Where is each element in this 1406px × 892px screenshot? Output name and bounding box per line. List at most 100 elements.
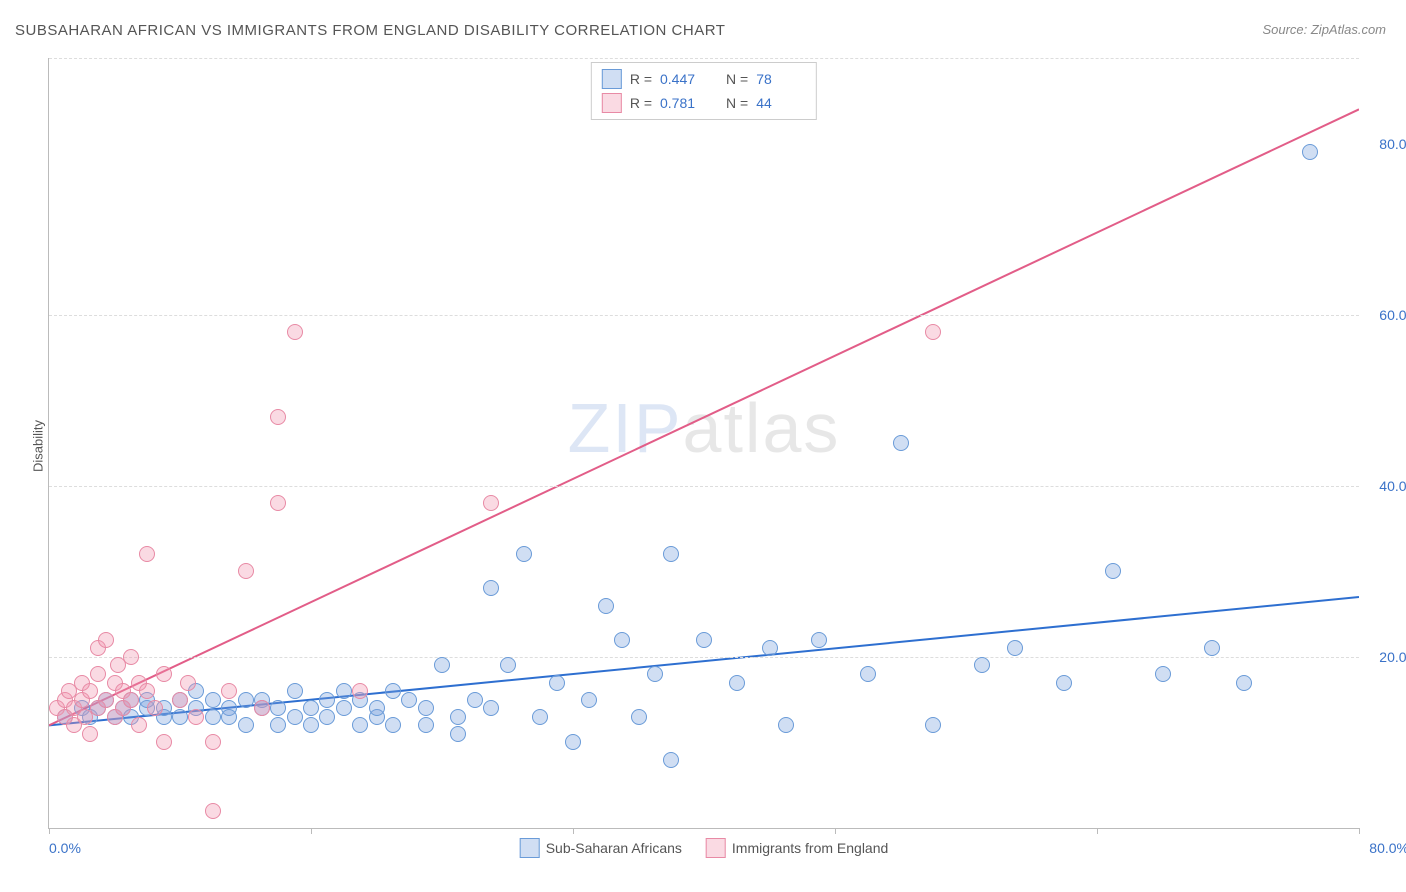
scatter-point [82,726,98,742]
scatter-point [1007,640,1023,656]
scatter-point [418,700,434,716]
scatter-point [647,666,663,682]
legend-n-value: 44 [756,95,806,111]
scatter-point [156,734,172,750]
x-axis-max-label: 80.0% [1369,840,1406,856]
scatter-point [336,700,352,716]
scatter-point [336,683,352,699]
scatter-point [369,700,385,716]
scatter-point [811,632,827,648]
scatter-point [254,700,270,716]
gridline [49,486,1359,487]
x-tick [311,828,312,834]
scatter-point [450,726,466,742]
scatter-point [893,435,909,451]
scatter-point [188,709,204,725]
scatter-point [238,692,254,708]
y-tick-label: 20.0% [1379,649,1406,665]
scatter-point [98,632,114,648]
legend-series: Sub-Saharan Africans Immigrants from Engl… [520,838,889,858]
gridline [49,315,1359,316]
scatter-point [123,692,139,708]
legend-swatch [602,93,622,113]
scatter-point [270,495,286,511]
scatter-point [581,692,597,708]
x-axis-min-label: 0.0% [49,840,81,856]
scatter-point [516,546,532,562]
y-tick-label: 60.0% [1379,307,1406,323]
watermark-atlas: atlas [683,389,841,467]
legend-r-value: 0.781 [660,95,710,111]
scatter-point [147,700,163,716]
scatter-point [778,717,794,733]
scatter-point [270,409,286,425]
scatter-point [238,717,254,733]
scatter-point [139,546,155,562]
scatter-point [98,692,114,708]
scatter-point [1105,563,1121,579]
scatter-point [467,692,483,708]
scatter-point [287,683,303,699]
legend-n-label: N = [726,71,748,87]
scatter-point [663,546,679,562]
scatter-point [303,717,319,733]
scatter-point [483,700,499,716]
scatter-point [90,666,106,682]
scatter-point [663,752,679,768]
scatter-point [598,598,614,614]
scatter-point [1155,666,1171,682]
scatter-point [205,692,221,708]
scatter-point [172,709,188,725]
legend-correlation: R = 0.447N = 78R = 0.781N = 44 [591,62,817,120]
scatter-point [352,717,368,733]
scatter-point [205,709,221,725]
scatter-point [565,734,581,750]
scatter-point [270,700,286,716]
scatter-point [123,649,139,665]
scatter-point [450,709,466,725]
scatter-point [860,666,876,682]
watermark: ZIPatlas [568,388,841,468]
source-label: Source: ZipAtlas.com [1262,22,1386,37]
scatter-point [549,675,565,691]
scatter-point [221,709,237,725]
legend-swatch [602,69,622,89]
scatter-point [1302,144,1318,160]
legend-item: Sub-Saharan Africans [520,838,682,858]
chart-container: SUBSAHARAN AFRICAN VS IMMIGRANTS FROM EN… [0,0,1406,892]
legend-r-label: R = [630,71,652,87]
scatter-point [303,700,319,716]
scatter-point [1236,675,1252,691]
scatter-point [172,692,188,708]
scatter-point [483,495,499,511]
legend-row: R = 0.781N = 44 [602,91,806,115]
scatter-point [82,683,98,699]
x-tick [835,828,836,834]
trend-lines [49,58,1359,828]
x-tick [1097,828,1098,834]
scatter-point [385,717,401,733]
legend-label: Sub-Saharan Africans [546,840,682,856]
legend-label: Immigrants from England [732,840,888,856]
scatter-point [352,683,368,699]
scatter-point [270,717,286,733]
chart-title: SUBSAHARAN AFRICAN VS IMMIGRANTS FROM EN… [15,22,725,39]
scatter-point [319,709,335,725]
scatter-point [631,709,647,725]
watermark-zip: ZIP [568,389,683,467]
scatter-point [205,734,221,750]
scatter-point [500,657,516,673]
scatter-point [1204,640,1220,656]
scatter-point [925,324,941,340]
scatter-point [483,580,499,596]
scatter-point [1056,675,1072,691]
scatter-point [319,692,335,708]
legend-r-label: R = [630,95,652,111]
y-axis-label: Disability [31,420,46,472]
legend-r-value: 0.447 [660,71,710,87]
legend-item: Immigrants from England [706,838,888,858]
scatter-point [434,657,450,673]
gridline [49,657,1359,658]
scatter-point [401,692,417,708]
scatter-point [385,683,401,699]
